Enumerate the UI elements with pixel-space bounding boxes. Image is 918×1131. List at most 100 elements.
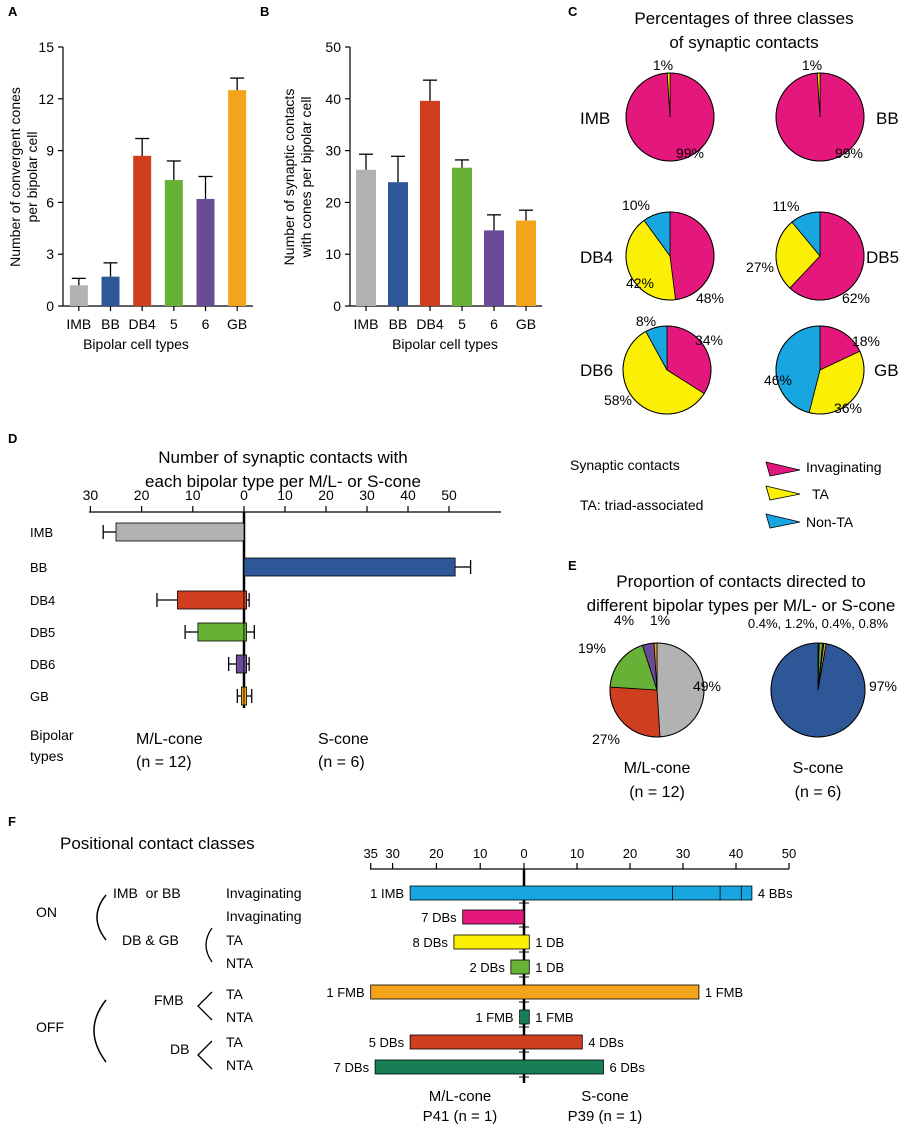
panel-a-ylabel-line1: Number of convergent cones	[7, 87, 23, 267]
f-bar-row-0	[409, 885, 753, 901]
class-imb-bb: IMB or BB	[113, 885, 181, 901]
panel-e-title-line1: Proportion of contacts directed to	[616, 572, 865, 591]
legend-entry-invaginating: Invaginating	[765, 459, 882, 477]
pie-label-db4-ta: 42%	[626, 275, 654, 291]
pie-ml-name: M/L-cone	[624, 760, 691, 777]
x-tick-label: 5	[170, 316, 178, 332]
bar-s-db6	[243, 654, 247, 674]
panel-d-row-header-line1: Bipolar	[30, 727, 74, 743]
bar-s-db4	[243, 590, 247, 610]
legend-entry-ta: TA	[765, 485, 830, 502]
x-tick-label: 30	[359, 487, 375, 503]
pie-db6-outline	[622, 325, 712, 415]
panel-c-title-line1: Percentages of three classes	[634, 9, 853, 28]
y-tick-label: 9	[46, 143, 54, 159]
pie-s-outline	[770, 642, 866, 738]
bar-5	[452, 167, 472, 306]
f-right-label: 6 DBs	[610, 1060, 646, 1075]
row-label-invaginating-on: Invaginating	[226, 885, 302, 901]
pie-label-db5-ta: 27%	[746, 259, 774, 275]
row-label-ta-fmb: TA	[226, 986, 244, 1002]
row-label-imb: IMB	[30, 525, 53, 540]
legend-title: Synaptic contacts	[570, 457, 680, 473]
bracket-db	[197, 1040, 213, 1070]
row-label-db4: DB4	[30, 593, 55, 608]
f-left-label: 1 FMB	[475, 1010, 513, 1025]
panel-d-chart: Number of synaptic contacts with each bi…	[30, 448, 501, 771]
panel-letter-a: A	[8, 4, 18, 19]
class-db-gb: DB & GB	[122, 932, 179, 948]
pie-ml-n: (n = 12)	[629, 784, 685, 801]
pie-ml-label-db4: 27%	[592, 731, 620, 747]
y-tick-label: 30	[325, 143, 341, 159]
bar-s-db5	[243, 622, 247, 642]
panel-letter-d: D	[8, 431, 17, 446]
bar-gb	[228, 90, 247, 307]
x-tick-label: 5	[458, 316, 466, 332]
legend-entry-non-ta: Non-TA	[765, 513, 854, 530]
y-tick-label: 50	[325, 39, 341, 55]
pie-name-db6: DB6	[580, 361, 613, 380]
pie-ml-outline	[609, 642, 705, 738]
f-bar-row-4	[370, 984, 700, 1000]
bar-bb	[388, 182, 408, 306]
legend-swatch-non-ta	[765, 513, 801, 529]
f-right-label: 1 DB	[535, 960, 564, 975]
row-label-invaginating-db: Invaginating	[226, 908, 302, 924]
f-right-label: 1 FMB	[705, 985, 743, 1000]
x-tick-label: 6	[490, 316, 498, 332]
panel-f-title: Positional contact classes	[60, 834, 255, 853]
f-left-label: 1 FMB	[326, 985, 364, 1000]
pie-name-bb: BB	[876, 109, 899, 128]
bar-s-bb	[243, 557, 456, 577]
bar-imb	[356, 169, 376, 306]
panel-b-ylabel-line1: Number of synaptic contacts	[281, 89, 297, 266]
brace-on	[96, 894, 107, 941]
brace-off	[93, 999, 107, 1063]
pie-db5-outline	[775, 211, 865, 301]
x-tick-label: 20	[429, 846, 443, 861]
panel-d-ml-n: (n = 12)	[136, 754, 192, 771]
f-left-label: 2 DBs	[469, 960, 505, 975]
pie-name-db4: DB4	[580, 248, 613, 267]
pie-gb-outline	[775, 325, 865, 415]
row-label-gb: GB	[30, 689, 49, 704]
x-tick-label: 30	[83, 487, 99, 503]
brace-db-gb	[205, 927, 213, 963]
x-tick-label: 50	[782, 846, 796, 861]
panel-f-s-n: P39 (n = 1)	[568, 1108, 643, 1125]
y-tick-label: 0	[333, 298, 341, 314]
x-tick-label: IMB	[354, 316, 379, 332]
panel-f-ml-n: P41 (n = 1)	[423, 1108, 498, 1125]
pie-label-imb-ta: 1%	[653, 57, 673, 73]
f-left-label: 7 DBs	[334, 1060, 370, 1075]
class-off: OFF	[36, 1019, 64, 1035]
class-fmb: FMB	[154, 992, 184, 1008]
panel-f-chart: Positional contact classes ON OFF IMB or…	[36, 834, 796, 1125]
f-bar-row-6	[409, 1034, 583, 1050]
x-tick-label: 20	[318, 487, 334, 503]
bar-s-gb	[243, 686, 247, 706]
f-right-label: 1 FMB	[535, 1010, 573, 1025]
f-bar-row-7	[374, 1059, 604, 1075]
pie-name-gb: GB	[874, 361, 899, 380]
pie-s-label-bb: 97%	[869, 678, 897, 694]
bar-ml-db6	[235, 654, 245, 674]
pie-label-gb-ta: 36%	[834, 400, 862, 416]
legend-note: TA: triad-associated	[580, 497, 703, 513]
panel-d-title-line1: Number of synaptic contacts with	[158, 448, 407, 467]
panel-d-title-line2: each bipolar type per M/L- or S-cone	[145, 472, 421, 491]
x-tick-label: 10	[473, 846, 487, 861]
panel-a-xlabel: Bipolar cell types	[83, 336, 189, 352]
panel-f-s-label: S-cone	[581, 1088, 629, 1105]
panel-e-title-line2: different bipolar types per M/L- or S-co…	[587, 596, 896, 615]
x-tick-label: 35	[363, 846, 377, 861]
x-tick-label: 10	[185, 487, 201, 503]
panel-a-chart: 0 3 6 9 12 15 IMB BB DB4 5 6 GB Number of converge…	[7, 39, 253, 352]
pie-label-db4-non-ta: 10%	[622, 197, 650, 213]
f-left-label: 5 DBs	[369, 1035, 405, 1050]
row-label-nta-on: NTA	[226, 955, 254, 971]
x-tick-label: 50	[441, 487, 457, 503]
panel-d-row-header-line2: types	[30, 748, 63, 764]
